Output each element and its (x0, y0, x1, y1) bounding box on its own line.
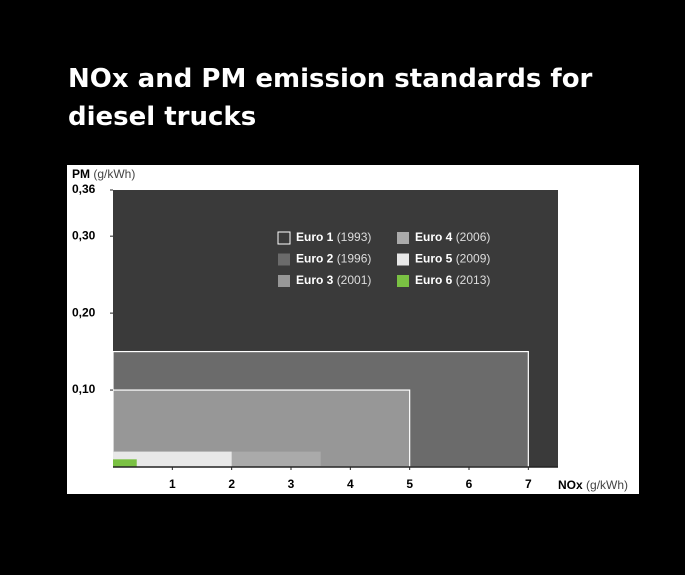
legend-entry: Euro 1 (1993) (296, 230, 371, 244)
legend-swatch (278, 275, 290, 287)
x-axis-unit: (g/kWh) (586, 478, 628, 492)
legend-entry: Euro 5 (2009) (415, 252, 490, 266)
legend-swatch (397, 253, 409, 266)
y-tick-label: 0,10 (72, 382, 96, 396)
x-tick-label: 7 (525, 477, 532, 491)
legend-swatch (397, 232, 409, 244)
x-tick-label: 6 (466, 477, 473, 491)
legend-name: Euro 6 (415, 273, 453, 287)
x-tick-label: 3 (288, 477, 295, 491)
legend-entry: Euro 4 (2006) (415, 230, 490, 244)
plot-area (113, 190, 558, 467)
legend-name: Euro 5 (415, 252, 453, 266)
legend-swatch (278, 253, 290, 266)
y-axis-unit: (g/kWh) (93, 167, 135, 181)
legend-year: (1996) (337, 252, 372, 266)
x-tick-label: 5 (406, 477, 413, 491)
y-axis-name: PM (72, 167, 90, 181)
y-tick-label: 0,36 (72, 182, 96, 196)
chart-title: NOx and PM emission standards for diesel… (68, 64, 593, 132)
legend-year: (1993) (337, 230, 372, 244)
x-axis-name: NOx (558, 478, 583, 492)
legend-name: Euro 2 (296, 252, 334, 266)
y-tick-label: 0,20 (72, 305, 96, 319)
emission-box (113, 459, 137, 467)
legend-name: Euro 3 (296, 273, 334, 287)
y-axis-label: PM (g/kWh) (72, 167, 135, 181)
legend-name: Euro 1 (296, 230, 334, 244)
x-axis-label: NOx (g/kWh) (558, 478, 628, 492)
legend-year: (2009) (456, 252, 491, 266)
y-tick-label: 0,30 (72, 228, 96, 242)
x-tick-label: 4 (347, 477, 354, 491)
legend-swatch (397, 275, 409, 287)
x-tick-label: 2 (228, 477, 235, 491)
legend-name: Euro 4 (415, 230, 453, 244)
legend-entry: Euro 2 (1996) (296, 252, 371, 266)
legend-year: (2001) (337, 273, 372, 287)
legend-entry: Euro 6 (2013) (415, 273, 490, 287)
legend-year: (2006) (456, 230, 491, 244)
legend-year: (2013) (456, 273, 491, 287)
legend-swatch (277, 231, 291, 245)
x-tick-label: 1 (169, 477, 176, 491)
legend-entry: Euro 3 (2001) (296, 273, 371, 287)
emission-box (113, 451, 232, 467)
